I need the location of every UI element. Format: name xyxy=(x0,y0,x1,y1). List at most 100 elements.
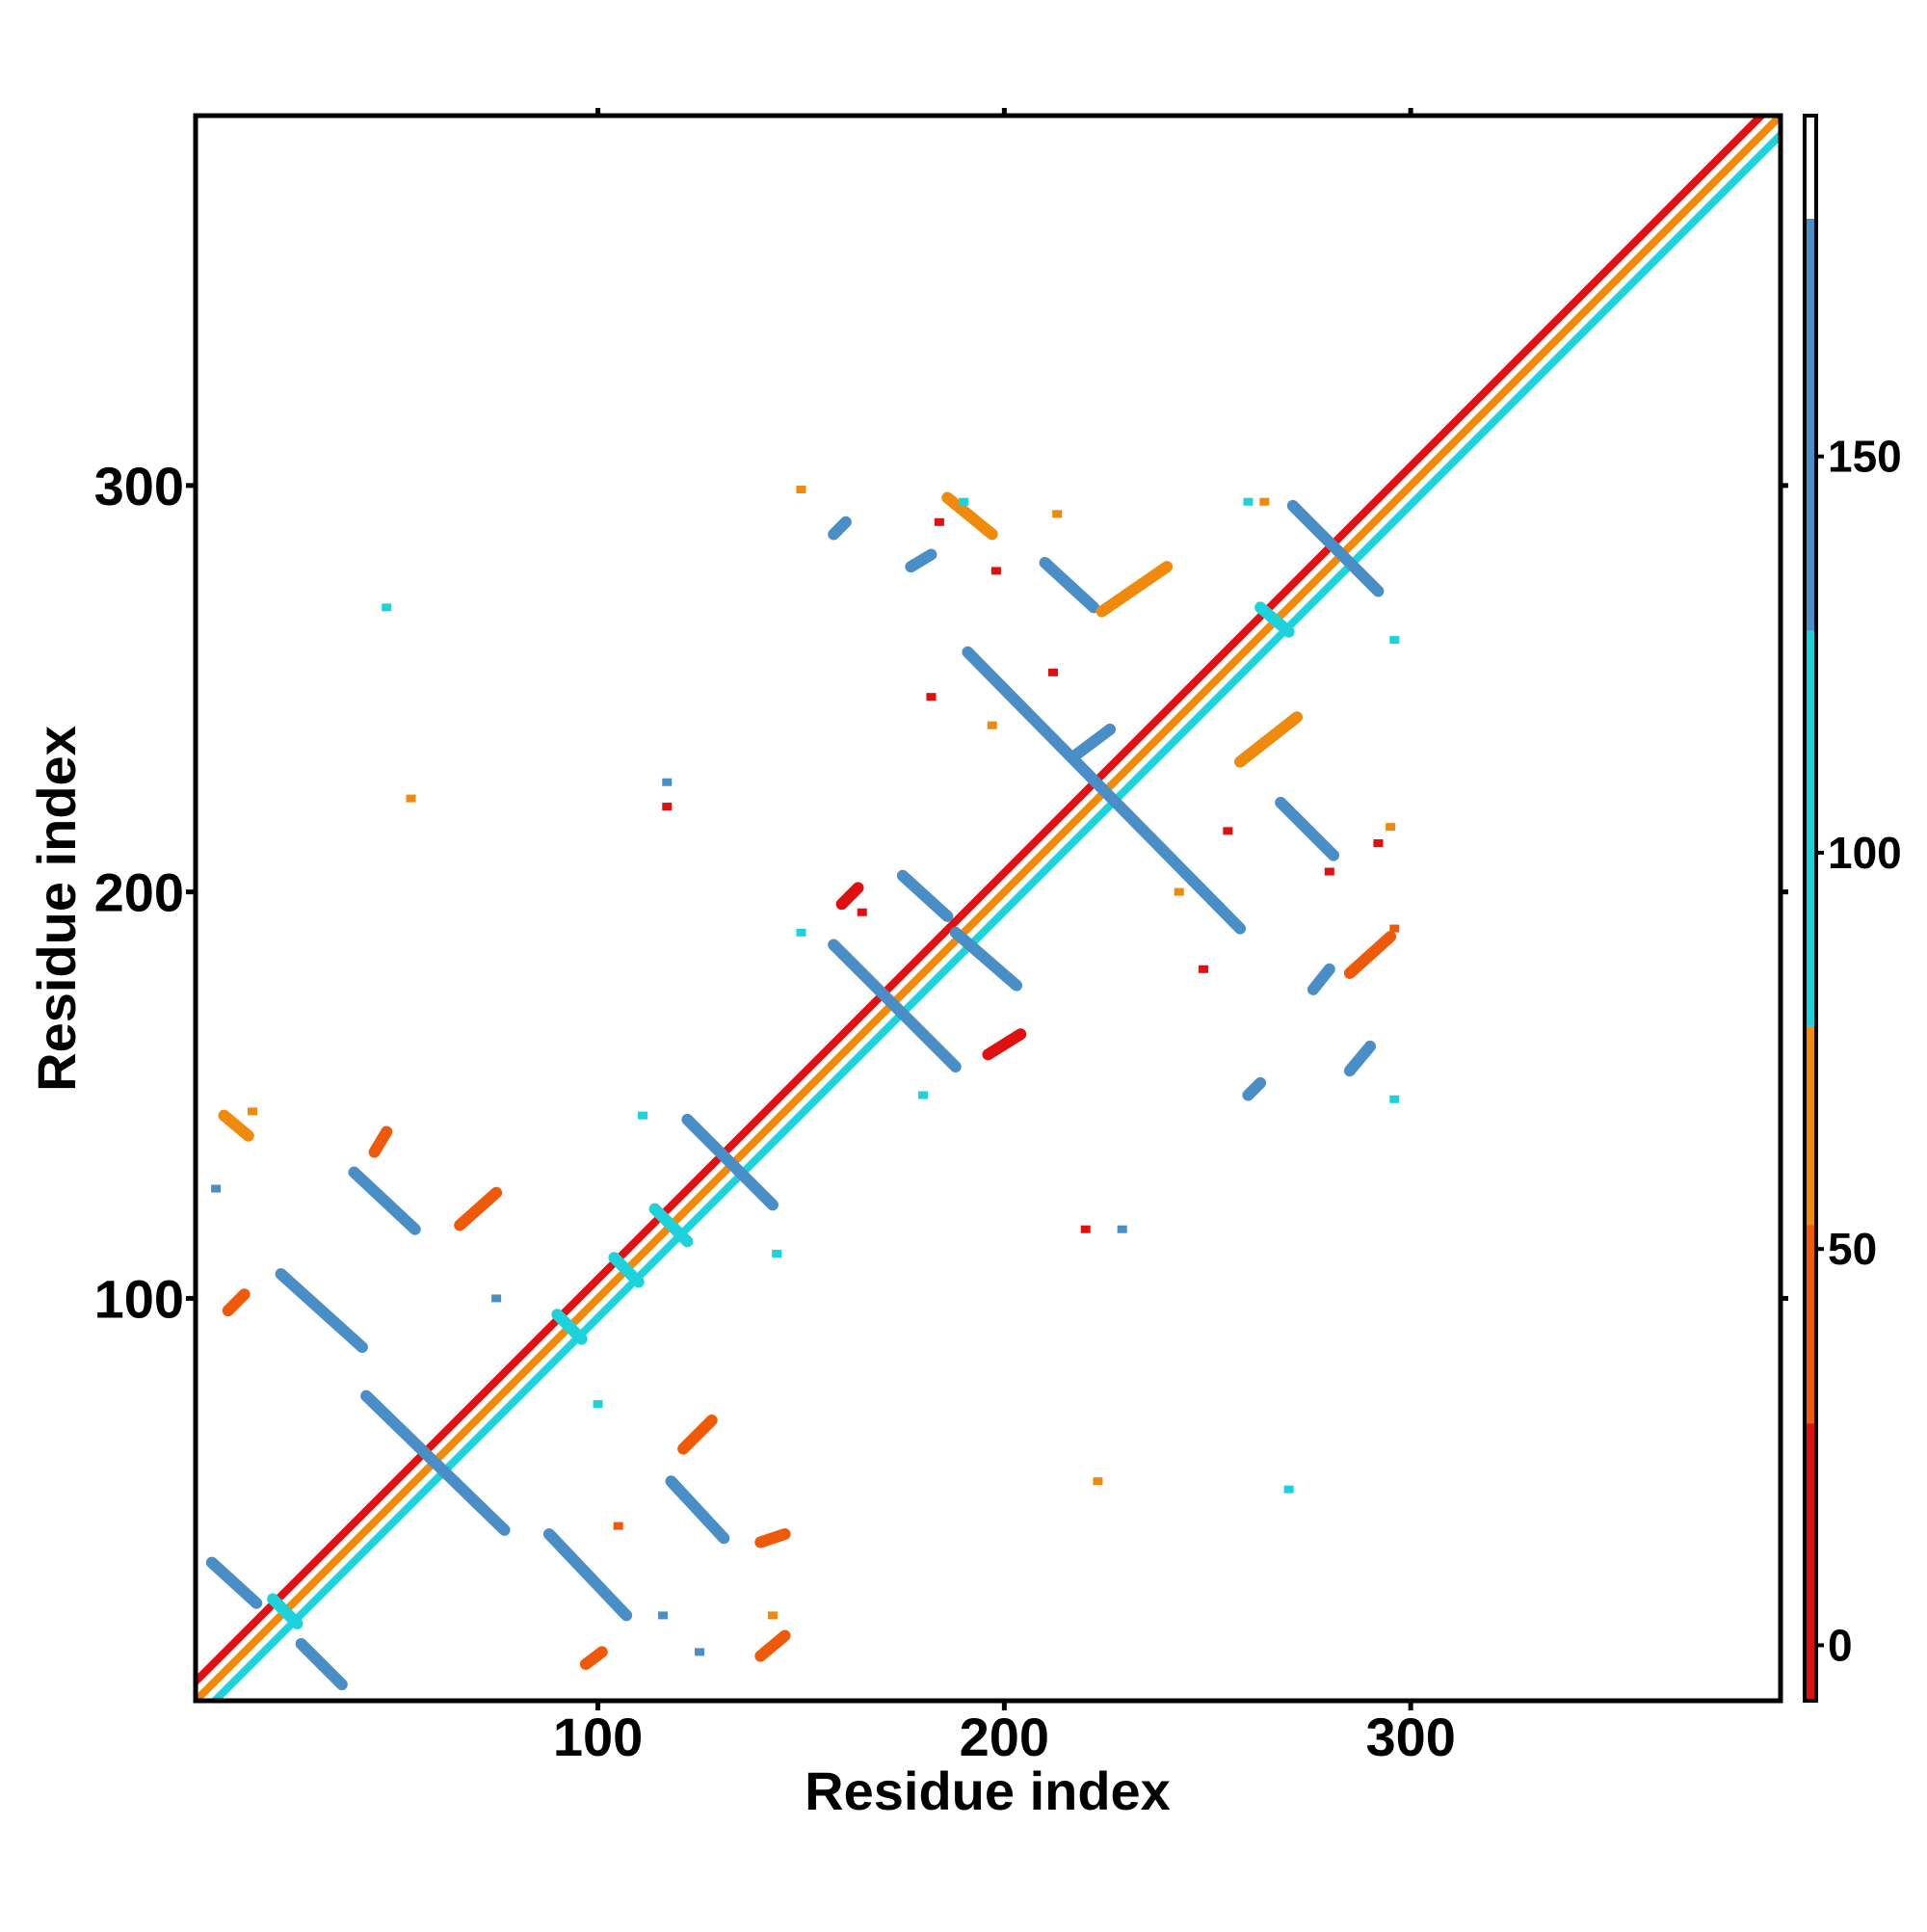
contact-segment-3 xyxy=(348,1166,421,1235)
contact-segment-29 xyxy=(454,1186,503,1231)
contact-point-33 xyxy=(1373,839,1384,848)
x-tick-label-0: 100 xyxy=(553,1707,643,1767)
contact-segment-33 xyxy=(835,882,864,911)
plot-frame xyxy=(193,113,1783,1704)
contact-segment-28 xyxy=(677,1414,718,1455)
colorbar-tick-label-0: 0 xyxy=(1828,1620,1853,1670)
contact-segment-8 xyxy=(828,939,962,1072)
contact-segment-6 xyxy=(665,1475,730,1545)
y-tick-label-0: 100 xyxy=(94,1268,184,1329)
contact-point-31 xyxy=(926,693,937,701)
contact-segment-35 xyxy=(1242,1076,1267,1101)
colorbar: 0 50 100 150 xyxy=(1803,114,1902,1703)
contact-segment-31 xyxy=(222,1288,251,1317)
x-axis-label: Residue index xyxy=(805,1760,1171,1821)
contact-point-9 xyxy=(767,1611,778,1620)
contact-segment-11 xyxy=(962,646,1247,935)
contact-segment-0 xyxy=(205,1556,263,1609)
contact-point-38 xyxy=(1174,887,1184,896)
contact-point-0 xyxy=(248,1107,258,1116)
contact-point-14 xyxy=(772,1250,782,1258)
contact-segment-24 xyxy=(1343,931,1397,979)
contact-segment-34 xyxy=(1071,723,1117,760)
contact-point-1 xyxy=(382,603,392,612)
contact-segment-14 xyxy=(1286,499,1385,597)
contact-segment-22 xyxy=(1095,561,1174,618)
y-axis-ticks: 100 200 300 xyxy=(94,456,1788,1329)
colorbar-band-0 xyxy=(1805,1423,1816,1701)
contact-point-32 xyxy=(1386,823,1396,832)
contact-segment-26 xyxy=(754,1629,791,1662)
contact-point-29 xyxy=(1052,510,1063,518)
colorbar-tick-label-3: 150 xyxy=(1828,432,1902,482)
diagonal-band-0 xyxy=(196,116,1767,1687)
contact-point-24 xyxy=(1243,497,1254,506)
contact-point-18 xyxy=(1283,1485,1294,1494)
contact-segment-12 xyxy=(1039,556,1100,614)
contact-segment-20 xyxy=(218,1109,254,1142)
contact-segment-36 xyxy=(1343,1040,1376,1077)
contact-point-34 xyxy=(1223,827,1233,835)
contact-segment-15 xyxy=(1254,601,1295,638)
contact-point-5 xyxy=(796,486,806,494)
contact-point-2 xyxy=(406,794,416,803)
contact-segment-19 xyxy=(267,1593,304,1629)
contact-segment-2 xyxy=(275,1268,368,1354)
contact-point-13 xyxy=(637,1111,647,1120)
contact-point-27 xyxy=(934,517,944,526)
contact-point-19 xyxy=(796,928,806,937)
contact-point-28 xyxy=(990,567,1001,575)
contact-point-25 xyxy=(1259,497,1270,506)
contact-segment-38 xyxy=(905,548,937,573)
heatmap-marks xyxy=(196,116,1781,1701)
colorbar-band-2 xyxy=(1805,1026,1816,1226)
contact-point-8 xyxy=(695,1648,705,1656)
colorbar-tick-label-1: 50 xyxy=(1828,1224,1877,1274)
contact-point-21 xyxy=(1389,1095,1400,1103)
y-tick-label-1: 200 xyxy=(94,862,184,923)
contact-point-4 xyxy=(662,778,673,786)
y-tick-label-2: 300 xyxy=(94,456,184,516)
contact-segment-39 xyxy=(828,516,852,541)
contact-point-6 xyxy=(593,1400,603,1409)
colorbar-band-4 xyxy=(1805,218,1816,631)
contact-point-7 xyxy=(658,1611,669,1620)
contact-segment-10 xyxy=(949,926,1023,992)
colorbar-band-5 xyxy=(1805,116,1816,219)
contact-point-37 xyxy=(857,908,867,916)
y-axis-label: Residue index xyxy=(26,726,87,1092)
contact-segment-16 xyxy=(648,1203,694,1248)
contact-point-30 xyxy=(1047,668,1058,676)
colorbar-frame xyxy=(1803,114,1818,1703)
contact-segment-4 xyxy=(360,1389,511,1536)
contact-segment-5 xyxy=(542,1528,633,1622)
contact-point-10 xyxy=(613,1522,623,1530)
diagonal-core xyxy=(196,116,1781,1701)
contact-segment-13 xyxy=(1275,796,1340,861)
contact-segment-37 xyxy=(1307,963,1335,995)
x-tick-label-1: 200 xyxy=(960,1707,1049,1767)
contact-segment-7 xyxy=(681,1113,779,1211)
contact-segment-9 xyxy=(896,869,954,922)
x-axis-ticks: 100 200 300 xyxy=(553,108,1456,1767)
contact-point-35 xyxy=(1324,867,1334,876)
contact-segment-27 xyxy=(754,1528,791,1548)
contact-segment-21 xyxy=(941,491,998,541)
contact-point-39 xyxy=(987,721,997,729)
contact-point-20 xyxy=(918,1091,929,1099)
contact-segment-23 xyxy=(1234,711,1304,768)
contact-point-17 xyxy=(1093,1477,1103,1486)
contact-segment-1 xyxy=(295,1637,348,1691)
contact-segment-25 xyxy=(982,1028,1027,1061)
contact-point-36 xyxy=(1199,965,1209,973)
contact-point-22 xyxy=(1389,924,1400,933)
contact-point-23 xyxy=(1389,636,1400,645)
diagonal-band-2 xyxy=(209,129,1781,1701)
colorbar-band-1 xyxy=(1805,1225,1816,1424)
contact-point-12 xyxy=(491,1294,502,1303)
x-tick-label-2: 300 xyxy=(1365,1707,1455,1767)
contact-point-26 xyxy=(959,497,969,506)
